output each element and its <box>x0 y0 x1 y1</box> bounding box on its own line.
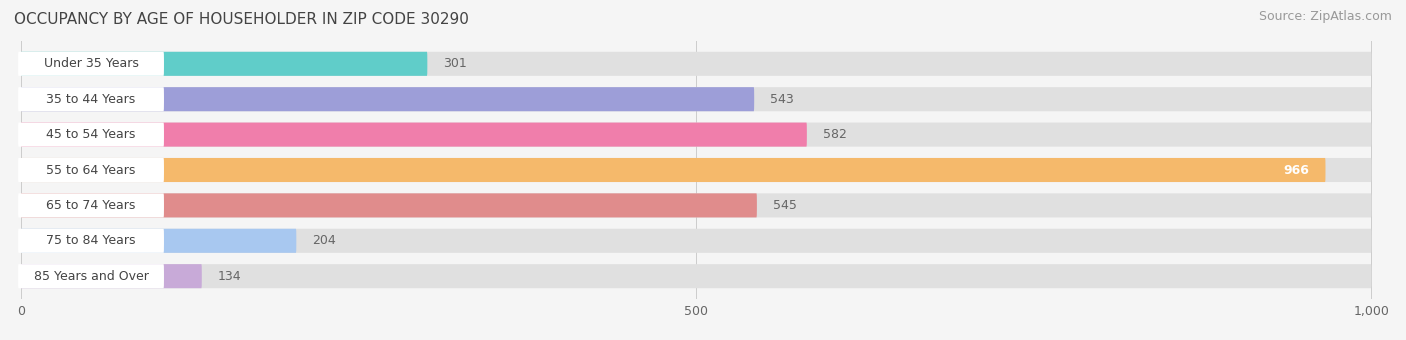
Text: 543: 543 <box>770 93 794 106</box>
Text: 85 Years and Over: 85 Years and Over <box>34 270 149 283</box>
Text: 301: 301 <box>443 57 467 70</box>
FancyBboxPatch shape <box>18 122 165 147</box>
FancyBboxPatch shape <box>21 158 1371 182</box>
Text: 204: 204 <box>312 234 336 247</box>
FancyBboxPatch shape <box>21 264 1371 288</box>
FancyBboxPatch shape <box>21 229 297 253</box>
Text: 545: 545 <box>773 199 797 212</box>
FancyBboxPatch shape <box>18 264 165 288</box>
FancyBboxPatch shape <box>18 87 165 111</box>
FancyBboxPatch shape <box>21 193 756 218</box>
Text: Source: ZipAtlas.com: Source: ZipAtlas.com <box>1258 10 1392 23</box>
FancyBboxPatch shape <box>21 264 202 288</box>
FancyBboxPatch shape <box>18 52 165 76</box>
Text: 966: 966 <box>1284 164 1309 176</box>
FancyBboxPatch shape <box>21 193 1371 218</box>
FancyBboxPatch shape <box>21 122 1371 147</box>
FancyBboxPatch shape <box>18 193 165 218</box>
FancyBboxPatch shape <box>21 52 1371 76</box>
Text: Under 35 Years: Under 35 Years <box>44 57 138 70</box>
Text: 75 to 84 Years: 75 to 84 Years <box>46 234 136 247</box>
FancyBboxPatch shape <box>18 229 165 253</box>
FancyBboxPatch shape <box>21 122 807 147</box>
FancyBboxPatch shape <box>18 158 165 182</box>
Text: 134: 134 <box>218 270 242 283</box>
FancyBboxPatch shape <box>21 87 1371 111</box>
FancyBboxPatch shape <box>21 52 427 76</box>
FancyBboxPatch shape <box>21 87 754 111</box>
Text: 65 to 74 Years: 65 to 74 Years <box>46 199 136 212</box>
Text: 55 to 64 Years: 55 to 64 Years <box>46 164 136 176</box>
FancyBboxPatch shape <box>21 229 1371 253</box>
Text: 35 to 44 Years: 35 to 44 Years <box>46 93 135 106</box>
Text: OCCUPANCY BY AGE OF HOUSEHOLDER IN ZIP CODE 30290: OCCUPANCY BY AGE OF HOUSEHOLDER IN ZIP C… <box>14 12 470 27</box>
FancyBboxPatch shape <box>21 158 1326 182</box>
Text: 582: 582 <box>823 128 846 141</box>
Text: 45 to 54 Years: 45 to 54 Years <box>46 128 136 141</box>
